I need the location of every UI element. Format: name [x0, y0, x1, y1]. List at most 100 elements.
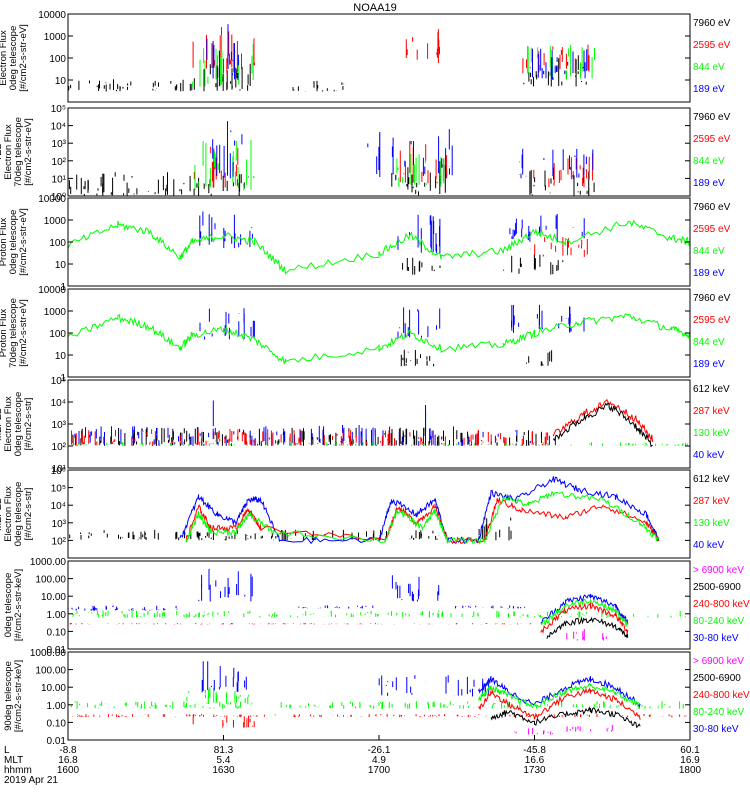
panel-3-legend-entry: 844 eV [693, 246, 725, 257]
panel-5-legend-entry: 130 keV [693, 428, 730, 439]
panel-5-ylabel: MEPEDElectron Flux0deg telescope[#/cm2-s… [0, 392, 34, 456]
panel-4-data [68, 304, 690, 367]
panel-8-series-7 [478, 686, 641, 720]
panel-8-ylabel: 90deg telescope[#/cm2-s-str-keV] [3, 660, 24, 732]
panel-6-data [69, 476, 660, 545]
panel-6-ytick-label: 10⁴ [51, 501, 66, 512]
panel-6-ytick-label: 10⁶ [51, 466, 66, 477]
panel-3-series-2 [529, 237, 588, 257]
ylabel-line: 70deg telescope [8, 298, 19, 368]
panel-4-ytick-label: 1 [60, 373, 66, 384]
ylabel-line: Electron Flux [3, 396, 14, 452]
panel-6: 10² 10³ 10⁴ 10⁵ 10⁶ MEPEDElectron Flux0deg te… [0, 466, 730, 559]
panel-8-data [70, 661, 687, 735]
panel-7-legend-entry: 80-240 keV [693, 616, 744, 627]
panel-1-legend-entry: 189 eV [693, 84, 725, 95]
panel-8-ytick-label: 10.00 [41, 683, 66, 694]
time-axis-tick-label: 60.1 [680, 745, 700, 756]
ylabel-line: [#/cm2-s-str] [23, 398, 34, 451]
panel-5-ytick-label: 10³ [52, 420, 67, 431]
panel-1-ytick-label: 10 [55, 76, 67, 87]
panel-4-ytick-label: 1000 [44, 307, 67, 318]
panel-5-legend-entry: 612 keV [693, 384, 730, 395]
panel-5-series-4 [71, 429, 549, 446]
panel-8-legend-entry: 30-80 keV [693, 724, 739, 735]
panel-1-series-2 [192, 27, 590, 74]
time-axis-tick-label: 1600 [57, 765, 80, 776]
ylabel-line: 0deg telescope [8, 26, 19, 90]
panel-7-ytick-label: 100.00 [35, 575, 66, 586]
panel-3-ytick-label: 10000 [38, 194, 66, 205]
panel-4-legend-entry: 2595 eV [693, 315, 731, 326]
panel-5: 10¹ 10² 10³ 10⁴ 10⁵ MEPEDElectron Flux0deg te… [0, 376, 730, 475]
panel-8-series-1 [70, 687, 684, 709]
panel-8-series-4 [514, 725, 613, 735]
panel-7: 0.01 0.10 1.00 10.00 100.00 1000.00 0deg teles… [3, 557, 750, 656]
panel-6-legend-entry: 130 keV [693, 518, 730, 529]
panel-6-legend-entry: 40 keV [693, 540, 724, 551]
panel-2-legend-entry: 7960 eV [693, 112, 731, 123]
time-axis-row-label: hhmm [4, 765, 32, 776]
panel-8-ytick-label: 1000.00 [30, 648, 67, 659]
panel-2-legend-entry: 844 eV [693, 156, 725, 167]
panel-7-legend-entry: 2500-6900 [693, 582, 741, 593]
panel-3-ylabel: Proton Flux0deg telescope[#/cm2-s-str-eV… [0, 208, 29, 276]
panel-3-ytick-label: 1 [60, 282, 66, 293]
panel-1-ylabel: Electron Flux0deg telescope[#/cm2-s-str-… [0, 24, 29, 92]
panel-6-series-4 [185, 490, 660, 545]
panel-7-ytick-label: 0.01 [47, 645, 67, 656]
time-axis-tick-label: 16.6 [525, 755, 545, 766]
panel-4-frame [67, 288, 691, 378]
ylabel-line: 0deg telescope [13, 482, 24, 546]
panel-8-legend-entry: 80-240 keV [693, 707, 744, 718]
panel-5-ytick-label: 10⁵ [51, 376, 66, 387]
panel-5-frame [67, 379, 691, 469]
panel-1-series-1 [68, 55, 587, 92]
time-axis-tick-label: 81.3 [214, 745, 234, 756]
ylabel-line: TED [0, 142, 4, 161]
ylabel-line: [#/cm2-s-str-eV] [18, 24, 29, 92]
ylabel-line: Proton Flux [0, 308, 9, 357]
panel-5-legend-entry: 40 keV [693, 450, 724, 461]
ylabel-line: Electron Flux [3, 486, 14, 542]
panel-7-series-7 [540, 602, 629, 634]
panel-8: 0.01 0.10 1.00 10.00 100.00 1000.00 90deg tele… [3, 648, 750, 747]
panel-1-series-3 [191, 35, 595, 87]
panel-2-data [68, 121, 595, 196]
time-axis-tick-label: -45.8 [523, 745, 546, 756]
ylabel-line: Electron Flux [3, 124, 14, 180]
panel-5-ytick-label: 10⁴ [51, 398, 66, 409]
panel-8-ytick-label: 100.00 [35, 666, 66, 677]
panel-3-legend-entry: 7960 eV [693, 202, 731, 213]
panel-8-ytick-label: 0.01 [47, 736, 67, 747]
panel-5-legend-entry: 287 keV [693, 406, 730, 417]
panel-1-legend-entry: 7960 eV [693, 18, 731, 29]
ylabel-line: [#/cm2-s-str-eV] [18, 208, 29, 276]
panel-6-ytick-label: 10³ [52, 519, 67, 530]
panel-2-ytick-label: 10² [52, 157, 67, 168]
ylabel-line: [#/cm2-s-str-eV] [18, 299, 29, 367]
panel-4-ytick-label: 100 [49, 329, 66, 340]
panel-7-legend-entry: > 6900 keV [693, 565, 744, 576]
time-axis-tick-label: 1730 [523, 765, 546, 776]
panel-3-ytick-label: 100 [49, 238, 66, 249]
panel-5-series-6 [552, 402, 653, 448]
panel-6-ylabel: MEPEDElectron Flux0deg telescope[#/cm2-s… [0, 482, 34, 546]
panel-8-series-2 [72, 714, 687, 728]
panel-5-ytick-label: 10¹ [52, 464, 67, 475]
ylabel-line: 70deg telescope [13, 117, 24, 187]
ylabel-line: MEPED [0, 407, 4, 441]
panel-2-legend-entry: 2595 eV [693, 134, 731, 145]
panel-7-ylabel: 0deg telescope[#/cm2-s-str-keV] [3, 569, 24, 641]
panel-4: 1 10 100 1000 10000 Proton Flux70deg telescop… [0, 285, 731, 384]
panel-2-frame [67, 107, 691, 197]
panel-4-legend-entry: 7960 eV [693, 293, 731, 304]
panel-8-legend-entry: 240-800 keV [693, 690, 750, 701]
panel-2-ylabel: TEDElectron Flux70deg telescope[#/cm2-s-… [0, 117, 34, 187]
panel-7-ytick-label: 10.00 [41, 592, 66, 603]
panel-8-legend-entry: 2500-6900 [693, 673, 741, 684]
panel-7-ytick-label: 1.00 [47, 610, 67, 621]
panel-8-frame [67, 651, 691, 741]
ylabel-line: Electron Flux [0, 30, 9, 86]
panel-4-legend-entry: 189 eV [693, 359, 725, 370]
